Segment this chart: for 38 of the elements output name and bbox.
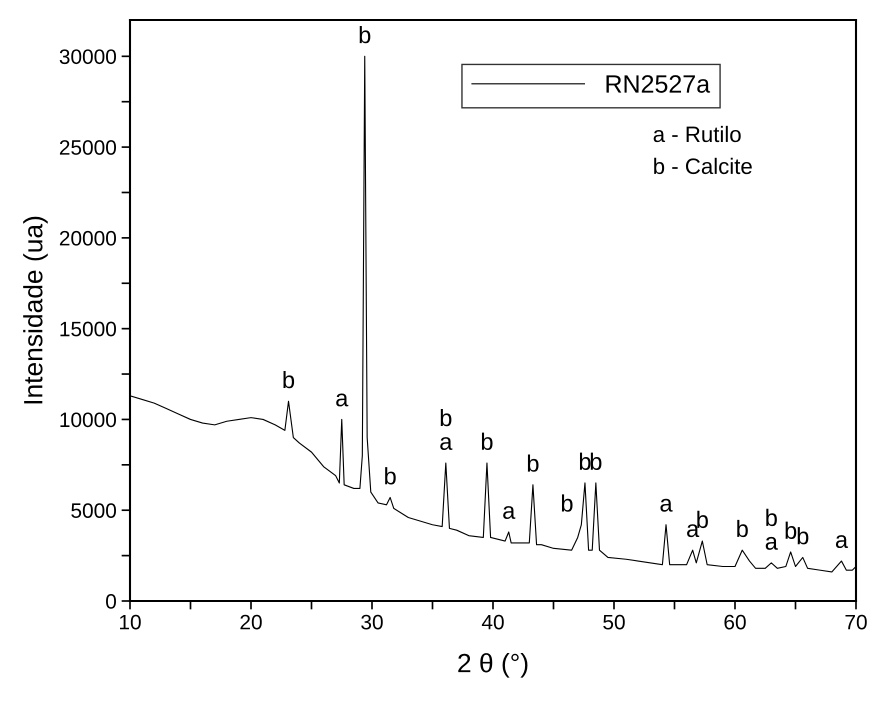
y-tick-label: 10000 <box>60 412 116 428</box>
annotation: b <box>786 522 796 539</box>
annotation: b <box>798 527 808 544</box>
annotation: b a <box>766 508 778 550</box>
y-tick-label: 0 <box>106 594 116 609</box>
y-tick-label: 15000 <box>60 322 116 336</box>
annotation: a <box>687 524 700 538</box>
annotation: b <box>283 370 294 388</box>
x-tick-label: 40 <box>482 614 504 630</box>
annotation: b - Calcite <box>654 158 752 174</box>
x-tick-label: 60 <box>724 614 746 630</box>
annotation: a <box>336 394 348 406</box>
y-tick-label: 5000 <box>71 503 116 518</box>
x-tick-label: 10 <box>120 614 141 630</box>
annotation: b a <box>440 408 452 450</box>
annotation: a <box>660 498 673 512</box>
x-tick-label: 70 <box>845 614 867 630</box>
annotation: a - Rutilo <box>654 126 741 142</box>
y-axis-title: Intensidade (ua) <box>23 216 48 404</box>
y-tick-label: 20000 <box>60 230 116 246</box>
annotation: a <box>836 535 848 548</box>
x-tick-label: 50 <box>603 614 625 630</box>
x-tick-label: 30 <box>361 614 383 630</box>
annotation: b <box>385 467 396 485</box>
annotation: a <box>503 506 516 520</box>
x-tick-label: 20 <box>240 614 262 630</box>
legend-label: RN2527a <box>606 75 710 93</box>
y-tick-label: 25000 <box>60 140 116 155</box>
annotation: b <box>697 510 708 528</box>
annotation: b <box>590 452 602 470</box>
x-axis-title: 2 θ (°) <box>458 653 528 678</box>
annotation: b <box>482 432 493 450</box>
annotation: b <box>562 494 573 512</box>
annotation: b <box>528 454 539 472</box>
y-tick-label: 30000 <box>60 49 116 64</box>
annotation: b <box>737 520 748 538</box>
annotation: b <box>360 26 370 44</box>
annotation: b <box>580 452 591 470</box>
